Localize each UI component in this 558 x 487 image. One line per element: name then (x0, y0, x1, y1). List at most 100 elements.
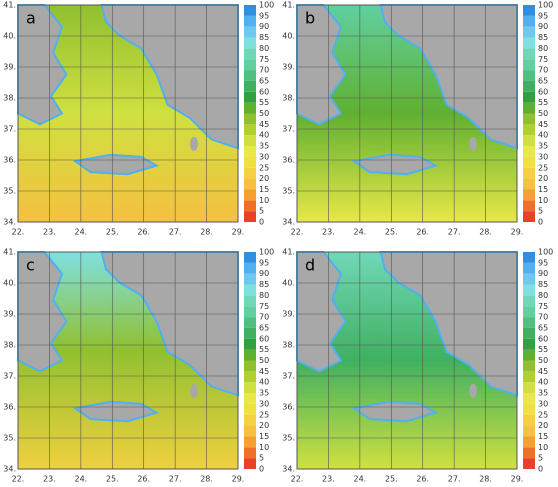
colorbar-tick-label: 0 (538, 465, 543, 474)
lon-tick-label: 24. (353, 228, 366, 237)
lat-tick-label: 38. (282, 94, 295, 103)
colorbar-segment (244, 37, 256, 49)
lat-tick-label: 37. (282, 372, 295, 381)
lon-tick-label: 27. (448, 475, 461, 484)
lat-tick-label: 36. (282, 156, 295, 165)
lon-tick-label: 25. (385, 228, 398, 237)
lon-tick-label: 27. (169, 228, 182, 237)
colorbar-tick-label: 80 (538, 44, 548, 53)
lat-tick-label: 40. (282, 279, 295, 288)
colorbar-tick-label: 40 (538, 378, 548, 387)
colorbar-tick-label: 55 (259, 98, 269, 107)
colorbar-segment (244, 211, 256, 222)
colorbar-segment (244, 200, 256, 212)
lat-tick-label: 38. (282, 341, 295, 350)
land (351, 153, 439, 176)
land (72, 153, 160, 176)
lon-tick-label: 25. (385, 475, 398, 484)
colorbar-segment (523, 80, 535, 92)
colorbar-tick-label: 10 (259, 196, 269, 205)
colorbar-segment (523, 403, 535, 415)
colorbar-tick-label: 55 (538, 98, 548, 107)
colorbar-segment (244, 189, 256, 201)
panel-letter: b (305, 9, 315, 28)
colorbar-tick-label: 65 (538, 323, 548, 332)
colorbar-tick-label: 40 (259, 378, 269, 387)
colorbar-segment (244, 80, 256, 92)
colorbar-segment (523, 447, 535, 459)
colorbar-segment (244, 327, 256, 339)
colorbar-tick-label: 0 (259, 465, 264, 474)
colorbar-tick-label: 100 (538, 1, 553, 10)
colorbar-segment (244, 360, 256, 372)
colorbar-segment (523, 273, 535, 285)
colorbar-segment (523, 26, 535, 38)
colorbar-segment (523, 211, 535, 222)
colorbar-segment (523, 436, 535, 448)
colorbar-tick-label: 70 (538, 66, 548, 75)
colorbar-segment (523, 189, 535, 201)
colorbar-segment (244, 102, 256, 114)
colorbar-segment (244, 135, 256, 147)
panel-letter: c (26, 256, 35, 275)
lat-tick-label: 41. (3, 248, 16, 257)
colorbar-tick-label: 90 (538, 22, 548, 31)
colorbar-tick-label: 45 (259, 367, 269, 376)
colorbar-segment (244, 262, 256, 274)
lon-tick-label: 27. (448, 228, 461, 237)
colorbar-segment (244, 317, 256, 328)
colorbar-tick-label: 55 (538, 345, 548, 354)
colorbar-tick-label: 75 (538, 302, 548, 311)
panel-letter: d (305, 256, 315, 275)
colorbar-tick-label: 100 (259, 1, 274, 10)
colorbar-segment (244, 403, 256, 415)
colorbar-segment (523, 284, 535, 296)
lat-tick-label: 37. (3, 372, 16, 381)
lon-tick-label: 25. (106, 228, 119, 237)
colorbar-segment (244, 414, 256, 426)
colorbar-segment (523, 371, 535, 383)
colorbar-tick-label: 100 (259, 248, 274, 257)
colorbar-tick-label: 5 (259, 207, 264, 216)
colorbar-tick-label: 15 (538, 185, 548, 194)
colorbar-segment (244, 146, 256, 157)
lon-tick-label: 22. (12, 475, 25, 484)
colorbar-segment (244, 273, 256, 285)
colorbar-segment (244, 371, 256, 383)
colorbar-tick-label: 60 (259, 334, 269, 343)
colorbar-segment (244, 393, 256, 404)
colorbar-segment (523, 252, 535, 263)
colorbar-tick-label: 40 (538, 131, 548, 140)
colorbar-tick-label: 60 (538, 87, 548, 96)
colorbar-tick-label: 0 (538, 218, 543, 227)
lat-tick-label: 41. (3, 1, 16, 10)
lat-tick-label: 35. (282, 434, 295, 443)
island (469, 136, 477, 151)
lon-tick-label: 26. (416, 475, 429, 484)
colorbar-segment (523, 135, 535, 147)
colorbar-tick-label: 20 (538, 174, 548, 183)
colorbar-tick-label: 85 (538, 280, 548, 289)
colorbar-segment (523, 425, 535, 437)
colorbar-tick-label: 60 (259, 87, 269, 96)
lat-tick-label: 34. (3, 465, 16, 474)
lon-tick-label: 28. (479, 228, 492, 237)
colorbar-segment (523, 48, 535, 60)
colorbar-tick-label: 90 (259, 22, 269, 31)
colorbar-tick-label: 20 (259, 421, 269, 430)
colorbar-segment (244, 295, 256, 307)
colorbar-segment (523, 295, 535, 307)
lon-tick-label: 22. (12, 228, 25, 237)
colorbar-segment (244, 306, 256, 318)
colorbar-tick-label: 15 (259, 432, 269, 441)
colorbar-tick-label: 5 (538, 454, 543, 463)
lon-tick-label: 22. (291, 228, 304, 237)
colorbar-tick-label: 95 (259, 11, 269, 20)
lon-tick-label: 28. (200, 228, 213, 237)
lat-tick-label: 39. (282, 310, 295, 319)
colorbar-segment (244, 458, 256, 469)
lat-tick-label: 34. (282, 218, 295, 227)
colorbar-segment (244, 113, 256, 125)
colorbar-tick-label: 50 (259, 109, 269, 118)
